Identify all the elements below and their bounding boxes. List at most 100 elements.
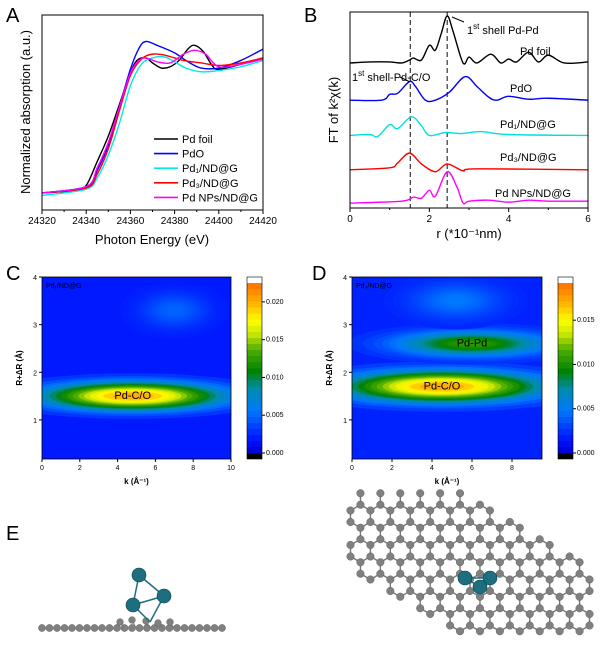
colorbar-band xyxy=(558,289,573,296)
carbon-atom xyxy=(535,627,544,636)
carbon-atom xyxy=(436,523,445,532)
colorbar-band xyxy=(558,404,573,411)
carbon-atom xyxy=(426,541,435,550)
carbon-atom xyxy=(585,621,594,630)
carbon-atom xyxy=(154,619,162,627)
carbon-atom xyxy=(515,558,524,567)
x-axis-label: k (Å⁻¹) xyxy=(435,477,460,486)
carbon-atom xyxy=(565,621,574,630)
legend-label: Pd₃/ND@G xyxy=(182,178,239,190)
carbon-atom xyxy=(366,575,375,584)
carbon-atom xyxy=(105,624,114,632)
x-tick-label-a: 24400 xyxy=(205,216,233,227)
y-tick-label: 1 xyxy=(343,418,347,425)
carbon-atom xyxy=(128,616,136,624)
carbon-atom xyxy=(356,489,365,498)
carbon-atom xyxy=(505,610,514,619)
carbon-atom xyxy=(545,621,554,630)
carbon-atom xyxy=(446,587,455,596)
carbon-atom xyxy=(535,535,544,544)
carbon-atom xyxy=(366,518,375,527)
colorbar-band xyxy=(558,313,573,320)
carbon-atom xyxy=(475,535,484,544)
carbon-atom xyxy=(575,604,584,613)
carbon-atom xyxy=(446,518,455,527)
carbon-atom xyxy=(515,535,524,544)
carbon-atom xyxy=(466,552,475,561)
colorbar-band xyxy=(558,440,573,448)
carbon-atom xyxy=(416,569,425,578)
carbon-atom xyxy=(376,558,385,567)
top-view-structure xyxy=(346,489,594,636)
y-tick-label: 3 xyxy=(343,323,347,330)
carbon-atom xyxy=(426,610,435,619)
colorbar-band xyxy=(558,416,573,423)
colorbar-tick-label: 0.010 xyxy=(577,361,595,368)
carbon-atom xyxy=(505,575,514,584)
colorbar-tick-label: 0.000 xyxy=(577,450,595,457)
carbon-atom xyxy=(396,569,405,578)
colorbar-band xyxy=(247,301,262,308)
x-tick-label-a: 24380 xyxy=(161,216,189,227)
colorbar-band xyxy=(247,325,262,332)
carbon-atom xyxy=(495,535,504,544)
colorbar-band xyxy=(558,331,573,338)
carbon-atom xyxy=(366,552,375,561)
colorbar-over xyxy=(558,277,573,283)
colorbar-band xyxy=(558,368,573,375)
colorbar-band xyxy=(558,349,573,357)
carbon-atom xyxy=(525,552,534,561)
carbon-atom xyxy=(116,618,124,626)
x-tick-label: 10 xyxy=(227,465,235,472)
heatmap-feature-label: Pd-Pd xyxy=(457,338,488,350)
colorbar-band xyxy=(247,361,262,369)
carbon-atom xyxy=(515,604,524,613)
carbon-atom xyxy=(416,558,425,567)
carbon-atom xyxy=(406,587,415,596)
legend-label: PdO xyxy=(182,149,204,161)
carbon-atom xyxy=(406,506,415,515)
colorbar-band xyxy=(247,374,262,381)
carbon-atom xyxy=(525,587,534,596)
colorbar-band xyxy=(247,434,262,442)
carbon-atom xyxy=(565,587,574,596)
colorbar-over xyxy=(247,277,262,283)
colorbar-band xyxy=(558,386,573,393)
carbon-atom xyxy=(545,575,554,584)
carbon-atom xyxy=(396,592,405,601)
x-tick-label-b: 0 xyxy=(347,214,353,225)
contour-band xyxy=(455,300,457,302)
heatmap-feature-label: Pd-C/O xyxy=(114,390,151,402)
carbon-atom xyxy=(495,592,504,601)
carbon-atom xyxy=(535,569,544,578)
annotation-arrow xyxy=(399,76,411,83)
x-tick-label: 6 xyxy=(153,465,157,472)
carbon-atom xyxy=(515,627,524,636)
carbon-atom xyxy=(485,621,494,630)
carbon-atom xyxy=(466,506,475,515)
carbon-atom xyxy=(585,587,594,596)
carbon-atom xyxy=(495,523,504,532)
colorbar-band xyxy=(247,283,262,290)
carbon-atom xyxy=(535,604,544,613)
carbon-atom xyxy=(446,575,455,584)
x-tick-label: 6 xyxy=(470,465,474,472)
colorbar-band xyxy=(558,307,573,314)
carbon-atom xyxy=(505,541,514,550)
colorbar-band xyxy=(558,380,573,387)
carbon-atom xyxy=(386,518,395,527)
side-view-structure xyxy=(38,567,226,632)
plot-frame-C xyxy=(41,276,232,460)
carbon-atom xyxy=(386,506,395,515)
carbon-atom xyxy=(456,500,465,509)
carbon-atom xyxy=(416,604,425,613)
heatmap-feature-label: Pd-C/O xyxy=(424,381,461,393)
series-line-a-1 xyxy=(41,40,264,194)
carbon-atom xyxy=(495,558,504,567)
carbon-atom xyxy=(90,624,99,632)
colorbar-band xyxy=(558,325,573,332)
colorbar-band xyxy=(558,301,573,308)
x-tick-label: 4 xyxy=(116,465,120,472)
carbon-atom xyxy=(505,518,514,527)
